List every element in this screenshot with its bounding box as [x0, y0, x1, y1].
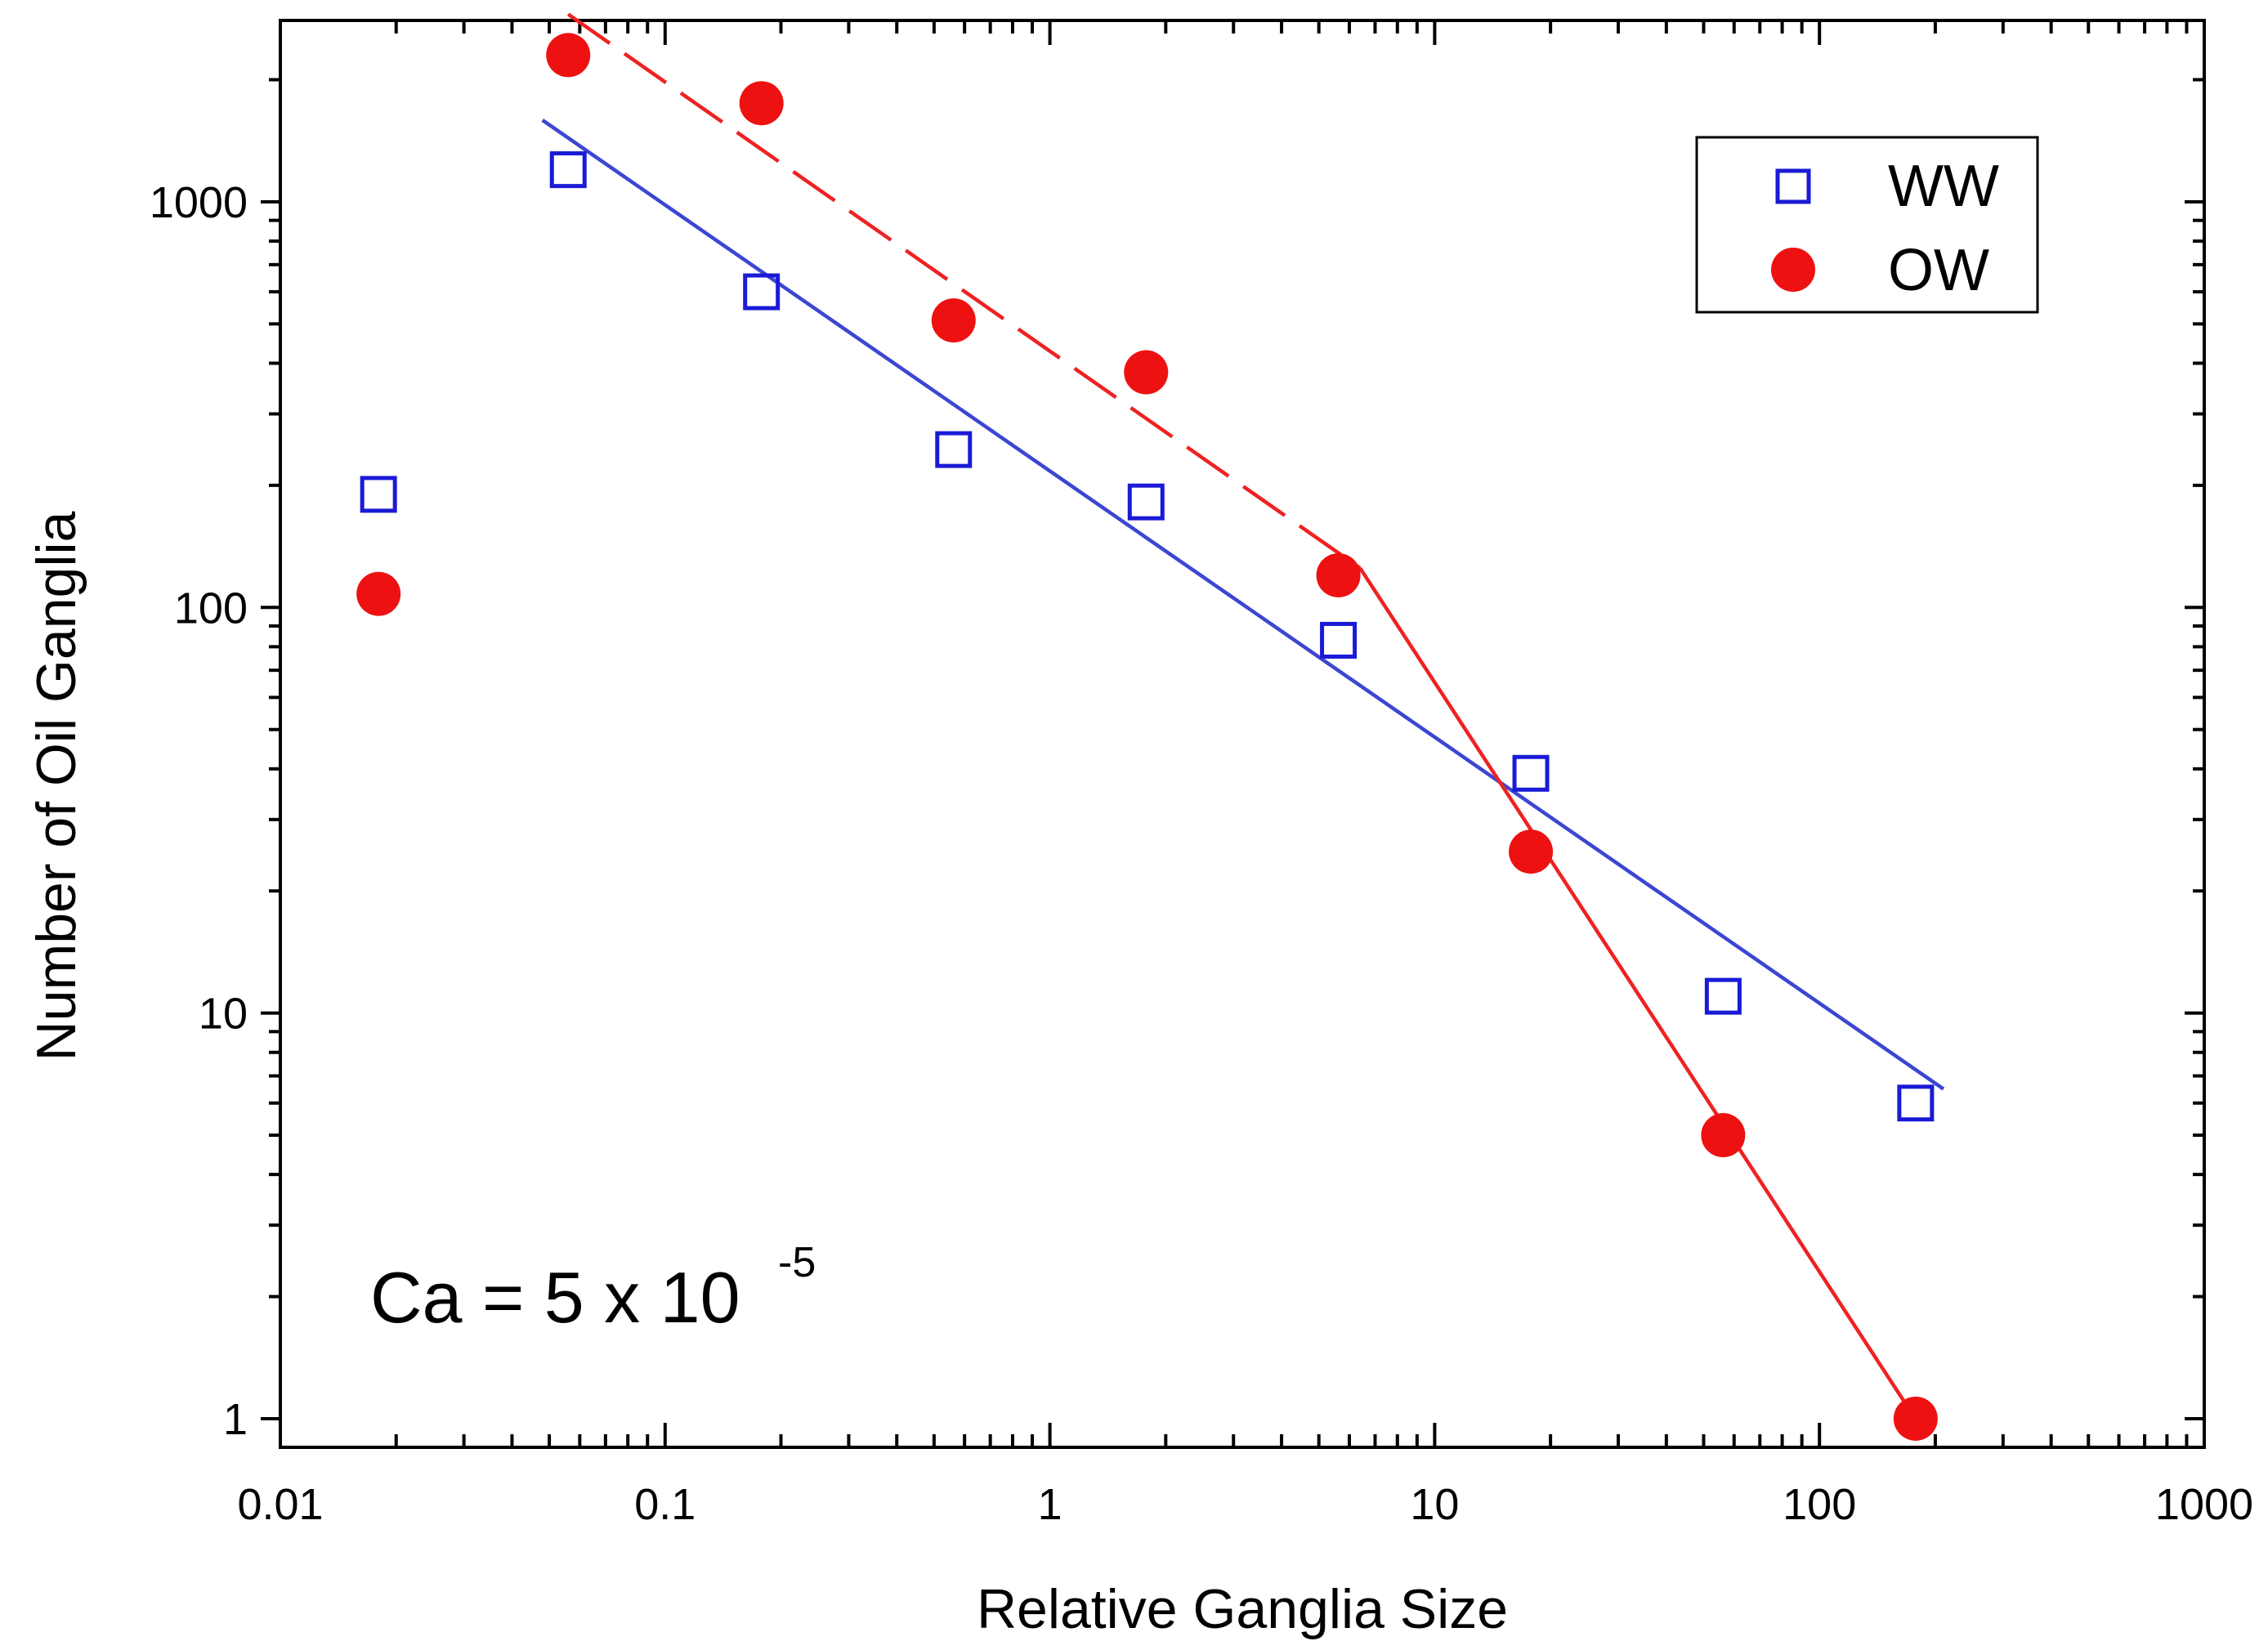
x-tick-label: 1000 — [2155, 1480, 2253, 1529]
point-ww — [1512, 754, 1550, 792]
x-tick-label: 0.01 — [237, 1480, 323, 1529]
point-ow — [931, 298, 976, 343]
point-ww — [935, 431, 973, 468]
legend-label-ww: WW — [1888, 154, 1999, 219]
x-tick-label: 0.1 — [634, 1480, 696, 1529]
annotation: Ca = 5 x 10 -5 — [370, 1239, 816, 1338]
point-ww — [1704, 977, 1742, 1015]
point-ow — [1124, 350, 1169, 395]
y-tick-label: 10 — [199, 990, 248, 1039]
point-ow — [739, 81, 784, 126]
point-ww — [549, 151, 587, 189]
y-axis-title: Number of Oil Ganglia — [25, 511, 87, 1061]
legend-marker-ow — [1771, 248, 1815, 292]
x-axis-tick-labels: 0.01 0.1 1 10 100 1000 — [237, 1480, 2253, 1529]
legend: WW OW — [1695, 136, 2039, 314]
legend-marker-ww — [1775, 168, 1811, 204]
point-ww — [1127, 483, 1165, 521]
point-ww — [1320, 621, 1358, 659]
legend-label-ow: OW — [1888, 238, 1989, 303]
point-ww — [743, 273, 781, 311]
plot-area-frame — [279, 19, 2206, 1449]
plot-border — [279, 19, 2206, 1449]
y-axis-tick-labels: 1 10 100 1000 — [150, 178, 248, 1444]
point-ow — [1701, 1113, 1746, 1158]
point-ww — [1897, 1084, 1935, 1122]
annotation-superscript: -5 — [778, 1239, 816, 1286]
fit-line-ow-solid — [1358, 566, 1920, 1424]
point-ow — [546, 33, 591, 78]
x-tick-label: 10 — [1410, 1480, 1459, 1529]
x-axis-title: Relative Ganglia Size — [977, 1578, 1508, 1640]
y-tick-label: 1000 — [150, 178, 248, 227]
point-ow — [1316, 552, 1361, 597]
point-ow — [1509, 829, 1554, 874]
data-markers — [356, 33, 1938, 1441]
point-ow — [1893, 1396, 1938, 1441]
annotation-text: Ca = 5 x 10 — [370, 1257, 740, 1338]
x-tick-label: 1 — [1038, 1480, 1062, 1529]
y-tick-label: 1 — [223, 1395, 248, 1444]
point-ow — [356, 571, 401, 616]
x-tick-label: 100 — [1783, 1480, 1856, 1529]
y-axis-ticks — [261, 78, 2204, 1420]
point-ww — [360, 476, 397, 513]
y-tick-label: 100 — [174, 584, 248, 633]
fit-line-ow-dashed — [566, 12, 1362, 570]
legend-box — [1695, 136, 2039, 314]
